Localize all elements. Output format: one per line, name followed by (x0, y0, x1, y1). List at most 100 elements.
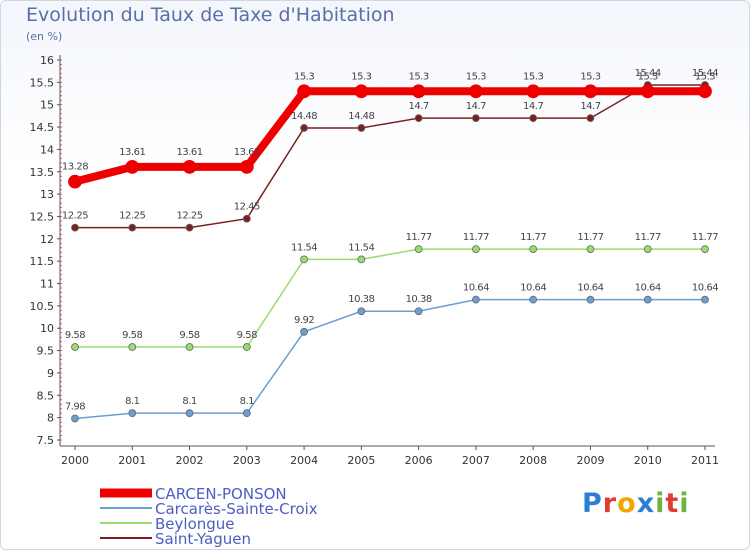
y-tick-label: 12 (40, 233, 54, 246)
data-label: 11.54 (348, 242, 374, 253)
data-point (128, 223, 137, 232)
data-point (242, 409, 251, 418)
data-point (185, 223, 194, 232)
logo-letter: r (602, 488, 618, 519)
logo-letter: t (665, 488, 680, 519)
data-label: 15.3 (466, 71, 486, 82)
x-tick-label: 2009 (576, 454, 604, 467)
y-tick-label: 9.5 (37, 345, 55, 358)
data-point (357, 124, 366, 132)
data-label: 15.3 (523, 71, 543, 82)
data-label: 10.38 (348, 294, 374, 305)
data-point (586, 245, 595, 254)
legend-label: CARCEN-PONSON (155, 485, 287, 503)
chart-title: Evolution du Taux de Taxe d'Habitation (26, 4, 395, 26)
data-label: 14.48 (348, 111, 374, 122)
data-label: 15.3 (580, 71, 600, 82)
data-point (640, 84, 655, 99)
data-point (414, 307, 423, 316)
data-label: 8.1 (240, 396, 255, 407)
series-line (74, 87, 705, 186)
y-tick-label: 13 (40, 188, 54, 201)
series-line (75, 84, 705, 229)
data-point (586, 295, 595, 304)
data-label: 10.64 (520, 283, 546, 294)
data-point (414, 245, 423, 254)
data-point (300, 124, 308, 132)
data-label: 15.3 (695, 71, 715, 82)
series-carcen-ponson: 13.28 13.61 13.61 13.61 15.3 15.3 15.3 15.3 15.3… (62, 71, 716, 189)
x-tick-label: 2002 (176, 454, 204, 467)
data-point (701, 245, 709, 254)
data-point (128, 409, 137, 418)
data-point (242, 214, 251, 223)
data-label: 8.1 (125, 396, 140, 407)
data-label: 11.77 (635, 232, 661, 243)
proxiti-logo: Proxiti (582, 488, 690, 519)
data-label: 12.25 (62, 211, 88, 222)
series-carcar-s-sainte-croix: 7.98 8.1 8.1 8.1 9.92 10.38 10.38 10.64 10.64 10.… (65, 283, 719, 423)
data-point (472, 245, 480, 254)
data-point (529, 114, 538, 123)
data-label: 11.77 (520, 232, 546, 243)
data-point (643, 245, 652, 254)
data-label: 13.61 (234, 147, 260, 158)
y-tick-label: 14 (40, 143, 54, 156)
data-point (185, 343, 194, 351)
data-label: 14.48 (291, 111, 317, 122)
data-label: 11.77 (463, 232, 489, 243)
data-label: 15.44 (692, 68, 718, 79)
y-tick-label: 8 (47, 412, 54, 425)
data-label: 9.58 (237, 330, 257, 341)
y-tick-label: 12.5 (30, 210, 55, 223)
data-label: 7.98 (65, 402, 85, 413)
data-point (71, 343, 79, 351)
data-label: 11.54 (291, 242, 317, 253)
data-point (71, 414, 79, 423)
data-label: 8.1 (182, 396, 197, 407)
x-tick-label: 2000 (61, 454, 89, 467)
data-label: 13.61 (119, 147, 145, 158)
data-point (297, 84, 311, 99)
y-tick-label: 15 (40, 99, 54, 112)
x-tick-label: 2011 (691, 454, 719, 467)
data-label: 15.3 (638, 71, 658, 82)
y-tick-label: 16 (40, 54, 54, 67)
x-tick-label: 2008 (519, 454, 547, 467)
data-label: 12.45 (234, 202, 260, 213)
y-tick-label: 15.5 (30, 76, 55, 89)
data-label: 9.58 (65, 330, 85, 341)
y-tick-label: 11.5 (30, 255, 55, 268)
y-tick-label: 13.5 (30, 166, 55, 179)
y-tick-label: 10.5 (30, 300, 55, 313)
data-label: 9.92 (294, 315, 314, 326)
data-point (472, 295, 480, 304)
data-label: 11.77 (692, 232, 718, 243)
data-point (357, 307, 366, 316)
logo-letter: x (636, 488, 656, 519)
legend-label: Saint-Yaguen (155, 530, 251, 548)
logo-letter: i (655, 488, 666, 519)
data-label: 15.44 (635, 68, 661, 79)
data-point (128, 343, 137, 351)
x-tick-label: 2007 (462, 454, 490, 467)
data-label: 13.61 (176, 147, 202, 158)
data-label: 11.77 (406, 232, 432, 243)
data-label: 9.58 (122, 330, 142, 341)
data-label: 14.7 (409, 101, 429, 112)
y-tick-label: 10 (40, 322, 54, 335)
data-point (411, 84, 426, 99)
data-point (698, 84, 712, 99)
x-tick-label: 2010 (634, 454, 662, 467)
data-label: 10.64 (635, 283, 661, 294)
data-label: 11.77 (577, 232, 603, 243)
data-point (529, 245, 538, 254)
data-point (300, 255, 308, 264)
data-label: 13.28 (62, 162, 88, 173)
data-point (71, 223, 79, 232)
data-point (469, 84, 483, 99)
series-saint-yaguen: 12.25 12.25 12.25 12.45 14.48 14.48 14.7 14.7 14… (62, 68, 719, 232)
data-point (182, 159, 197, 174)
y-tick-label: 14.5 (30, 121, 55, 134)
